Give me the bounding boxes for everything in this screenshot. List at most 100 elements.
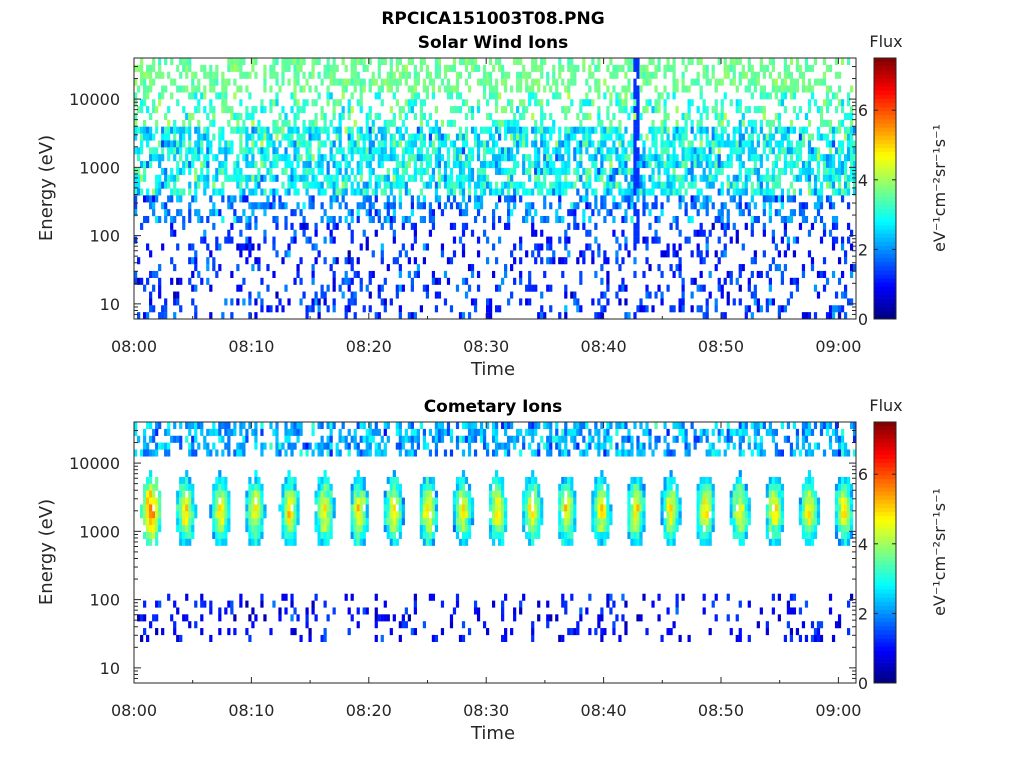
heatmap-cell (224, 298, 228, 306)
heatmap-cell (726, 215, 730, 224)
heatmap-cell (170, 78, 174, 86)
heatmap-cell (789, 78, 794, 86)
heatmap-cell (236, 64, 240, 72)
heatmap-cell (573, 181, 577, 189)
heatmap-cell (537, 312, 541, 320)
heatmap-cell (567, 154, 571, 162)
heatmap-cell (410, 202, 414, 210)
heatmap-cell (194, 195, 198, 203)
heatmap-cell (173, 154, 177, 162)
heatmap-cell (293, 422, 297, 430)
heatmap-cell (690, 174, 694, 182)
heatmap-cell (657, 64, 661, 72)
heatmap-cell (275, 305, 279, 313)
heatmap-cell (380, 85, 384, 93)
heatmap-cell (221, 215, 225, 224)
heatmap-cell (741, 181, 745, 189)
heatmap-cell (642, 202, 646, 210)
heatmap-cell (470, 511, 475, 519)
heatmap-cell (182, 504, 186, 512)
heatmap-cell (828, 161, 833, 169)
heatmap-cell (482, 71, 487, 79)
heatmap-cell (179, 277, 183, 285)
heatmap-cell (774, 78, 778, 86)
heatmap-cell (717, 236, 721, 244)
heatmap-cell (795, 112, 800, 121)
heatmap-cell (149, 298, 153, 306)
heatmap-cell (206, 264, 210, 272)
heatmap-cell (840, 140, 845, 148)
heatmap-cell (702, 99, 706, 107)
heatmap-cell (798, 133, 803, 141)
heatmap-cell (786, 243, 791, 251)
heatmap-cell (579, 106, 583, 114)
heatmap-cell (582, 64, 586, 72)
heatmap-cell (296, 497, 300, 505)
heatmap-cell (422, 154, 427, 162)
heatmap-cell (446, 428, 451, 436)
heatmap-cell (588, 64, 592, 72)
heatmap-cell (633, 209, 637, 217)
heatmap-cell (365, 435, 369, 443)
heatmap-cell (621, 106, 625, 114)
heatmap-cell (498, 188, 502, 196)
heatmap-cell (789, 167, 794, 175)
heatmap-cell (146, 483, 150, 491)
heatmap-cell (278, 442, 282, 450)
heatmap-cell (221, 504, 225, 512)
heatmap-cell (155, 147, 159, 155)
heatmap-cell (251, 483, 255, 491)
heatmap-cell (380, 133, 384, 141)
heatmap-cell (200, 64, 204, 72)
heatmap-cell (179, 71, 183, 79)
heatmap-cell (191, 147, 195, 155)
heatmap-cell (482, 154, 487, 162)
heatmap-cell (464, 518, 469, 526)
heatmap-cell (182, 188, 186, 196)
heatmap-cell (269, 85, 273, 93)
heatmap-cell (407, 147, 411, 155)
heatmap-cell (437, 291, 442, 299)
heatmap-cell (164, 58, 168, 66)
heatmap-cell (377, 140, 381, 148)
heatmap-cell (744, 174, 748, 182)
heatmap-cell (329, 154, 333, 162)
heatmap-cell (726, 270, 730, 278)
heatmap-cell (651, 181, 655, 189)
heatmap-cell (347, 250, 351, 258)
heatmap-cell (206, 161, 210, 169)
heatmap-cell (669, 154, 673, 162)
heatmap-cell (170, 435, 174, 443)
heatmap-cell (522, 99, 526, 107)
heatmap-cell (347, 126, 351, 134)
heatmap-cell (708, 167, 712, 175)
heatmap-cell (491, 422, 496, 430)
heatmap-cell (849, 161, 854, 169)
heatmap-cell (284, 490, 288, 498)
heatmap-cell (158, 518, 162, 526)
heatmap-cell (293, 236, 297, 244)
heatmap-cell (329, 174, 333, 182)
heatmap-cell (146, 422, 150, 430)
heatmap-cell (488, 504, 493, 512)
heatmap-cell (464, 277, 469, 285)
heatmap-cell (464, 538, 469, 546)
heatmap-cell (329, 449, 333, 457)
heatmap-cell (642, 188, 646, 196)
heatmap-cell (696, 106, 700, 114)
colorbar-tick-label: 6 (858, 101, 868, 120)
heatmap-cell (687, 167, 691, 175)
heatmap-cell (317, 305, 321, 313)
heatmap-cell (455, 483, 460, 491)
heatmap-cell (236, 284, 240, 292)
heatmap-cell (717, 188, 721, 196)
heatmap-cell (380, 250, 384, 258)
heatmap-cell (203, 181, 207, 189)
heatmap-cell (687, 147, 691, 155)
heatmap-cell (645, 78, 649, 86)
heatmap-cell (326, 126, 330, 134)
heatmap-cell (164, 167, 168, 175)
heatmap-cell (810, 167, 815, 175)
heatmap-cell (672, 64, 676, 72)
heatmap-cell (395, 428, 399, 436)
